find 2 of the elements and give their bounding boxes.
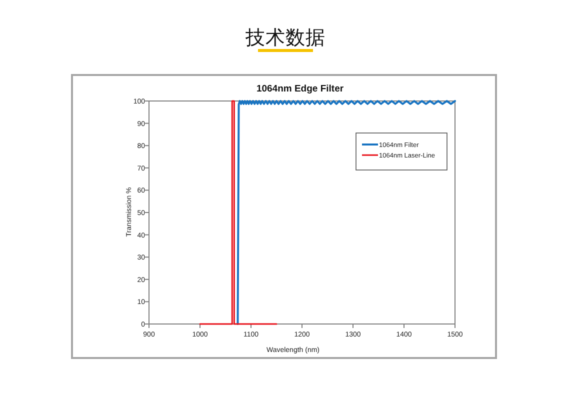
chart-title: 1064nm Edge Filter bbox=[256, 84, 344, 94]
title: 技术数据 bbox=[246, 26, 326, 49]
